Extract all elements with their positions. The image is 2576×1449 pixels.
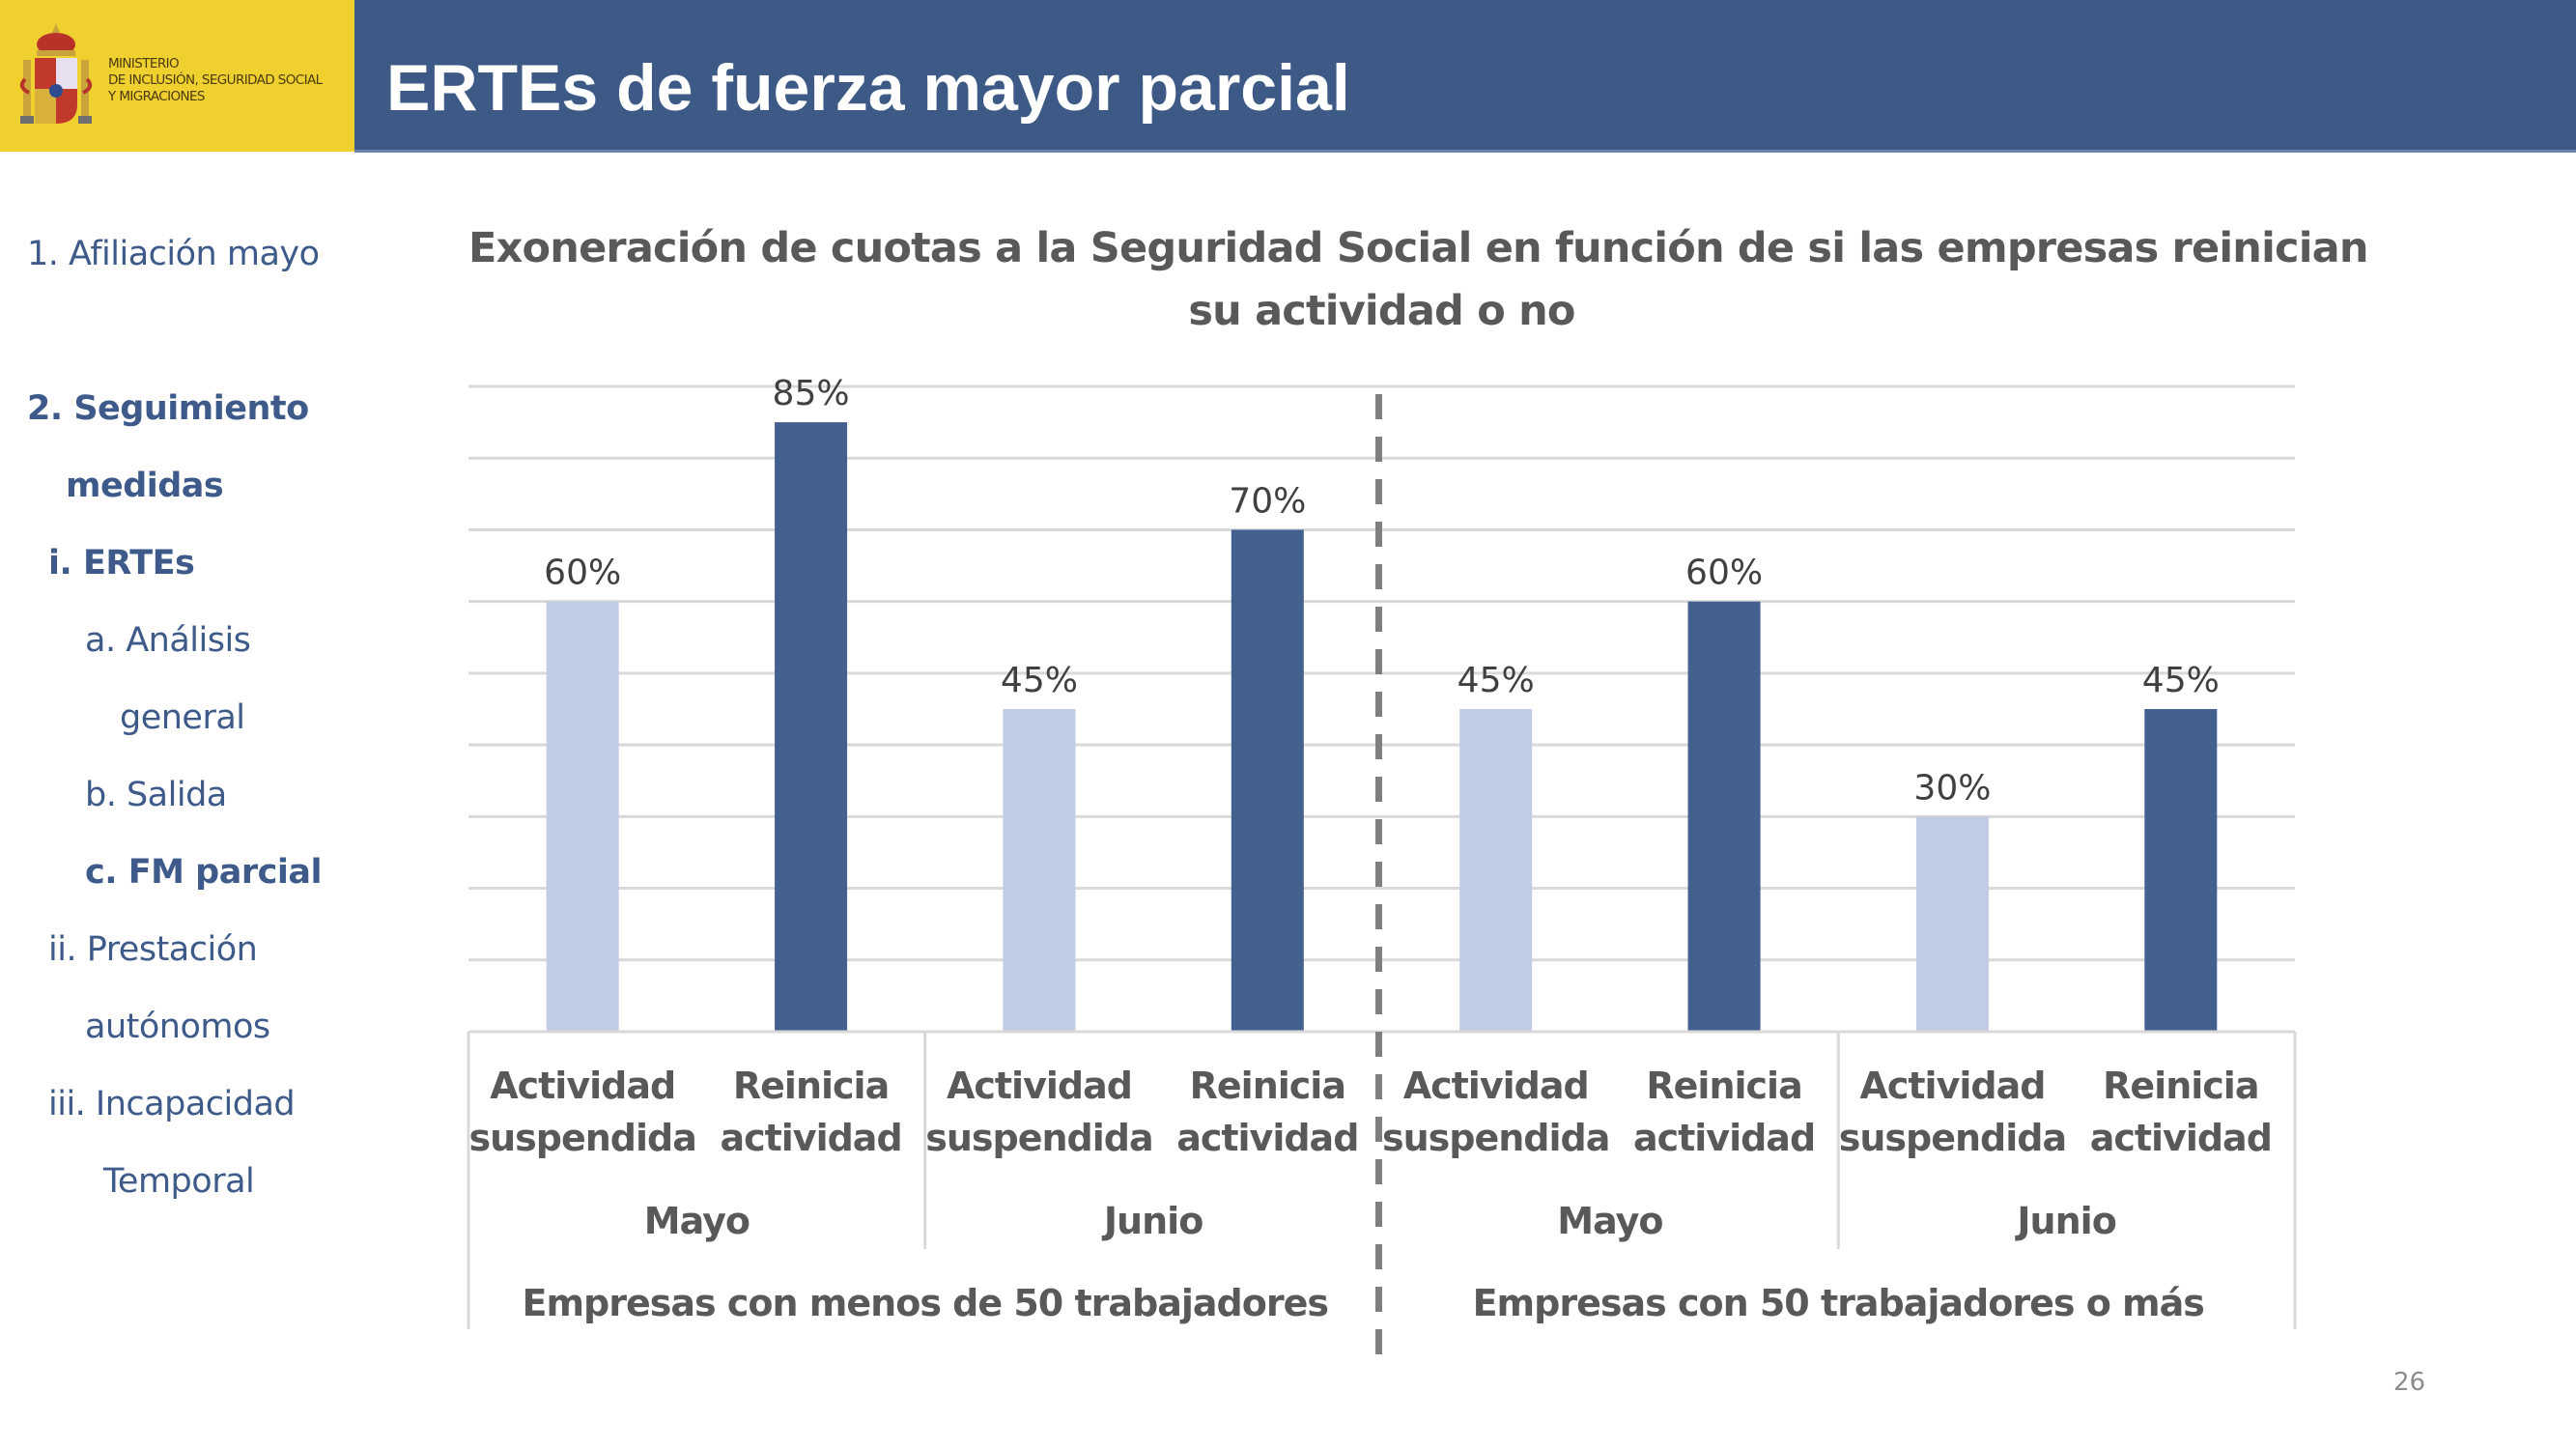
bar bbox=[1003, 709, 1076, 1032]
category-tick-label: Actividad bbox=[1859, 1065, 2045, 1107]
bar bbox=[1459, 709, 1533, 1032]
category-tick-label: Reinicia bbox=[2103, 1065, 2258, 1107]
slide-title: ERTEs de fuerza mayor parcial bbox=[386, 51, 1350, 125]
category-tick-label: suspendida bbox=[1839, 1117, 2066, 1159]
ministry-name: MINISTERIO DE INCLUSIÓN, SEGURIDAD SOCIA… bbox=[108, 56, 323, 105]
data-label: 60% bbox=[544, 554, 621, 593]
month-label: Junio bbox=[2014, 1200, 2115, 1242]
data-label: 45% bbox=[1458, 661, 1535, 700]
sidebar-item-analisis[interactable]: a. Análisis bbox=[85, 621, 251, 660]
sidebar-item-ertes[interactable]: i. ERTEs bbox=[48, 544, 195, 582]
data-label: 70% bbox=[1229, 481, 1306, 521]
spain-coat-of-arms-icon bbox=[19, 23, 93, 124]
chart-title-line-2: su actividad o no bbox=[1188, 287, 1575, 335]
data-label: 30% bbox=[1913, 768, 1991, 808]
category-tick-label: actividad bbox=[720, 1117, 901, 1159]
ministry-line: DE INCLUSIÓN, SEGURIDAD SOCIAL bbox=[108, 72, 323, 88]
category-tick-label: suspendida bbox=[1382, 1117, 1609, 1159]
bar bbox=[1231, 529, 1304, 1032]
sidebar-item-salida[interactable]: b. Salida bbox=[85, 776, 227, 814]
category-tick-label: Actividad bbox=[490, 1065, 675, 1107]
month-label: Mayo bbox=[1557, 1200, 1662, 1242]
category-tick-label: suspendida bbox=[925, 1117, 1152, 1159]
category-tick-label: suspendida bbox=[468, 1117, 695, 1159]
ministry-line: Y MIGRACIONES bbox=[108, 89, 205, 104]
title-bar bbox=[354, 0, 2576, 153]
category-tick-label: Actividad bbox=[1403, 1065, 1589, 1107]
data-label: 60% bbox=[1685, 554, 1763, 593]
sidebar-item-incapacidad[interactable]: iii. Incapacidad bbox=[48, 1085, 296, 1123]
data-label: 85% bbox=[773, 374, 850, 413]
month-label: Junio bbox=[1101, 1200, 1203, 1242]
sidebar-item-analisis-cont[interactable]: general bbox=[120, 698, 245, 737]
bars bbox=[546, 422, 2218, 1033]
category-tick-label: Reinicia bbox=[1190, 1065, 1345, 1107]
ministry-line: MINISTERIO bbox=[108, 56, 180, 71]
sidebar-item-prestacion-cont[interactable]: autónomos bbox=[85, 1008, 270, 1046]
category-axis: Actividad suspendida Reinicia actividad Acti… bbox=[467, 1030, 2297, 1329]
group-label: Empresas con 50 trabajadores o más bbox=[1473, 1282, 2204, 1324]
bar bbox=[775, 422, 848, 1033]
sidebar-item-seguimiento-cont[interactable]: medidas bbox=[66, 467, 224, 505]
bar bbox=[1687, 601, 1761, 1032]
chart-title-line-1: Exoneración de cuotas a la Seguridad Soc… bbox=[468, 224, 2368, 272]
category-tick-label: actividad bbox=[2090, 1117, 2272, 1159]
bar bbox=[2144, 709, 2218, 1032]
month-label: Mayo bbox=[644, 1200, 750, 1242]
data-labels: 60% 85% 45% 70% 45% 60% 30% 45% bbox=[544, 374, 2220, 808]
bar bbox=[1915, 816, 1989, 1032]
bar bbox=[546, 601, 619, 1032]
group-label: Empresas con menos de 50 trabajadores bbox=[523, 1282, 1328, 1324]
category-tick-label: Reinicia bbox=[1646, 1065, 1801, 1107]
sidebar-item-prestacion[interactable]: ii. Prestación bbox=[48, 930, 258, 969]
category-tick-label: Actividad bbox=[947, 1065, 1132, 1107]
page-number: 26 bbox=[2393, 1368, 2426, 1397]
sidebar-item-incapacidad-cont[interactable]: Temporal bbox=[103, 1162, 255, 1201]
sidebar-item-afiliacion-mayo[interactable]: 1. Afiliación mayo bbox=[27, 235, 320, 273]
category-tick-label: actividad bbox=[1176, 1117, 1358, 1159]
category-tick-label: Reinicia bbox=[733, 1065, 889, 1107]
data-label: 45% bbox=[2142, 661, 2220, 700]
sidebar-item-seguimiento[interactable]: 2. Seguimiento bbox=[27, 389, 309, 428]
data-label: 45% bbox=[1001, 661, 1078, 700]
sidebar-item-fm-parcial[interactable]: c. FM parcial bbox=[85, 853, 322, 892]
ministry-logo-block: MINISTERIO DE INCLUSIÓN, SEGURIDAD SOCIA… bbox=[0, 0, 354, 152]
category-tick-label: actividad bbox=[1633, 1117, 1815, 1159]
